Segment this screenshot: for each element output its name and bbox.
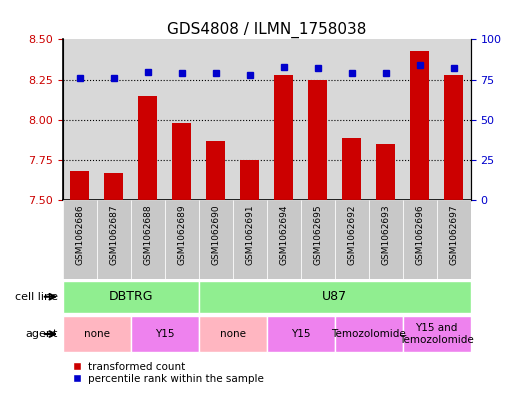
Bar: [411, 51, 429, 200]
Bar: [335, 316, 403, 352]
Text: GSM1062689: GSM1062689: [177, 204, 186, 265]
Text: GSM1062694: GSM1062694: [279, 204, 288, 265]
Bar: [139, 95, 157, 200]
Text: GSM1062690: GSM1062690: [211, 204, 220, 265]
Bar: [445, 75, 463, 200]
Bar: [97, 200, 131, 279]
Text: GSM1062687: GSM1062687: [109, 204, 118, 265]
Text: GSM1062692: GSM1062692: [347, 204, 356, 265]
Legend: transformed count, percentile rank within the sample: transformed count, percentile rank withi…: [68, 357, 268, 388]
Text: Y15: Y15: [291, 329, 311, 339]
Bar: [131, 200, 165, 279]
Text: GSM1062695: GSM1062695: [313, 204, 322, 265]
Bar: [275, 75, 293, 200]
Text: GSM1062693: GSM1062693: [381, 204, 390, 265]
Bar: [403, 316, 471, 352]
Bar: [335, 200, 369, 279]
Bar: [241, 160, 259, 200]
Text: GSM1062688: GSM1062688: [143, 204, 152, 265]
Text: agent: agent: [25, 329, 58, 339]
Bar: [369, 200, 403, 279]
Text: GSM1062691: GSM1062691: [245, 204, 254, 265]
Text: Temozolomide: Temozolomide: [332, 329, 406, 339]
Bar: [403, 200, 437, 279]
Bar: [267, 200, 301, 279]
Bar: [71, 171, 89, 200]
Text: Y15 and
Temozolomide: Y15 and Temozolomide: [400, 323, 474, 345]
Text: cell line: cell line: [15, 292, 58, 302]
Bar: [131, 316, 199, 352]
Bar: [267, 316, 335, 352]
Text: Y15: Y15: [155, 329, 175, 339]
Bar: [165, 200, 199, 279]
Bar: [233, 200, 267, 279]
Bar: [63, 200, 97, 279]
Bar: [199, 281, 471, 313]
Bar: [173, 123, 191, 200]
Bar: [377, 144, 395, 200]
Text: none: none: [220, 329, 246, 339]
Bar: [437, 200, 471, 279]
Bar: [343, 138, 361, 200]
Bar: [199, 200, 233, 279]
Bar: [301, 200, 335, 279]
Bar: [309, 79, 327, 200]
Bar: [63, 316, 131, 352]
Bar: [207, 141, 225, 200]
Title: GDS4808 / ILMN_1758038: GDS4808 / ILMN_1758038: [167, 22, 367, 38]
Bar: [199, 316, 267, 352]
Text: GSM1062696: GSM1062696: [415, 204, 424, 265]
Text: GSM1062697: GSM1062697: [449, 204, 458, 265]
Bar: [63, 281, 199, 313]
Text: none: none: [84, 329, 110, 339]
Text: GSM1062686: GSM1062686: [75, 204, 84, 265]
Text: U87: U87: [322, 290, 347, 303]
Text: DBTRG: DBTRG: [108, 290, 153, 303]
Bar: [105, 173, 123, 200]
